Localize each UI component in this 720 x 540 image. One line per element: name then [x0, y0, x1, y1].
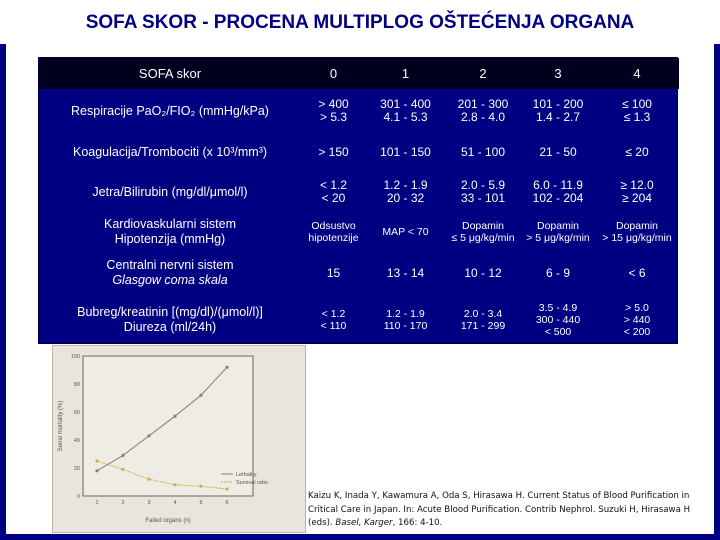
x-tick-label: 5 [199, 500, 202, 506]
table-cell: 15 [326, 265, 341, 280]
data-point [199, 484, 203, 488]
table-cell: ≤ 20 [625, 144, 649, 159]
y-axis-label: Serial mortality (%) [58, 401, 64, 452]
citation: Kaizu K, Inada Y, Kawamura A, Oda S, Hir… [308, 490, 708, 531]
y-ticks: 0 20 40 60 80 100 [71, 354, 80, 500]
table-cell: 10 - 12 [464, 265, 502, 280]
table-cell: 3.5 - 4.9 300 - 440 < 500 [535, 302, 581, 338]
table-row-jetra: Jetra/Bilirubin (mg/dl/μmol/l) < 1.2 < 20… [39, 171, 679, 213]
table-cell: Dopamin > 5 μg/kg/min [526, 220, 590, 244]
header-score-4: 4 [633, 66, 641, 81]
y-tick-label: 20 [74, 466, 80, 472]
row-label: Kardiovaskularni sistem Hipotenzija (mmHg… [104, 217, 236, 246]
table-cell: 201 - 300 2.8 - 4.0 [457, 97, 509, 124]
slide-title: SOFA SKOR - PROCENA MULTIPLOG OŠTEĆENJA … [0, 0, 720, 44]
legend-lethality: Lethality [236, 472, 257, 478]
x-tick-label: 6 [225, 500, 228, 506]
data-point [121, 467, 125, 471]
table-cell: 6.0 - 11.9 102 - 204 [532, 178, 584, 205]
table-cell: ≥ 12.0 ≥ 204 [620, 178, 654, 205]
y-tick-label: 80 [74, 382, 80, 388]
header-score-2: 2 [479, 66, 487, 81]
citation-line-1: Kaizu K, Inada Y, Kawamura A, Oda S, Hir… [308, 491, 690, 501]
y-tick-label: 40 [74, 438, 80, 444]
table-cell: 301 - 400 4.1 - 5.3 [380, 97, 431, 124]
data-point [147, 434, 151, 438]
row-label: Respiracije PaO₂/FIO₂ (mmHg/kPa) [71, 103, 269, 118]
table-cell: MAP < 70 [382, 226, 429, 238]
sofa-table: SOFA skor 0 1 2 3 4 Respiracije PaO₂/FIO… [39, 58, 679, 345]
table-cell: 1.2 - 1.9 110 - 170 [383, 308, 428, 332]
header-row: SOFA skor 0 1 2 3 4 [39, 58, 679, 89]
sofa-table-container: SOFA skor 0 1 2 3 4 Respiracije PaO₂/FIO… [38, 57, 679, 345]
table-cell: 1.2 - 1.9 20 - 32 [383, 178, 428, 205]
x-tick-label: 3 [147, 500, 150, 506]
table-cell: > 150 [318, 144, 349, 159]
table-cell: 101 - 200 1.4 - 2.7 [532, 97, 584, 124]
data-point [173, 483, 177, 487]
data-point [173, 414, 177, 418]
series-line-lethality [96, 366, 228, 472]
table-cell: < 1.2 < 110 [320, 308, 347, 332]
table-cell: 101 - 150 [380, 144, 431, 159]
header-sofa-skor: SOFA skor [138, 66, 202, 81]
header-score-1: 1 [401, 66, 410, 81]
data-point [147, 477, 151, 481]
table-cell: Odsustvo hipotenzije [308, 220, 359, 244]
table-cell: Dopamin > 15 μg/kg/min [602, 220, 672, 244]
header-score-0: 0 [329, 66, 338, 81]
table-cell: 51 - 100 [460, 144, 506, 159]
table-cell: 21 - 50 [539, 144, 577, 159]
y-tick-label: 60 [74, 410, 80, 416]
table-cell: Dopamin ≤ 5 μg/kg/min [451, 220, 515, 244]
table-cell: ≤ 100 ≤ 1.3 [622, 97, 652, 124]
x-tick-label: 2 [121, 500, 124, 506]
row-label: Bubreg/kreatinin [(mg/dl)/(μmol/l)] Diure… [77, 305, 263, 334]
legend-survival: Survival ratio [236, 480, 268, 486]
table-row-bubreg: Bubreg/kreatinin [(mg/dl)/(μmol/l)] Diure… [39, 295, 679, 345]
series-line-survival [96, 460, 228, 490]
data-point [225, 487, 229, 491]
table-cell: 2.0 - 5.9 33 - 101 [460, 178, 506, 205]
table-row-kardiovaskularni: Kardiovaskularni sistem Hipotenzija (mmHg… [39, 213, 679, 251]
y-tick-label: 0 [77, 494, 80, 500]
x-tick-label: 1 [95, 500, 98, 506]
data-point [199, 393, 203, 397]
table-cell: 2.0 - 3.4 171 - 299 [460, 308, 506, 332]
data-point [95, 469, 99, 473]
table-cell: 6 - 9 [545, 265, 570, 280]
row-label: Koagulacija/Trombociti (x 10³/mm³) [72, 144, 268, 159]
table-cell: 13 - 14 [386, 265, 425, 280]
mortality-chart: Serial mortality (%) Failed organs (n) 0… [58, 354, 268, 524]
y-tick-label: 100 [71, 354, 80, 360]
row-label: Jetra/Bilirubin (mg/dl/μmol/l) [92, 184, 248, 199]
row-label: Centralni nervni sistem Glasgow coma skal… [106, 258, 234, 287]
table-cell: > 400 > 5.3 [318, 97, 349, 124]
x-tick-label: 4 [173, 500, 176, 506]
mortality-figure: Serial mortality (%) Failed organs (n) 0… [52, 345, 306, 533]
x-axis-label: Failed organs (n) [145, 518, 190, 524]
table-row-cns: Centralni nervni sistem Glasgow coma skal… [39, 251, 679, 295]
header-score-3: 3 [554, 66, 562, 81]
table-row-koagulacija: Koagulacija/Trombociti (x 10³/mm³) > 150… [39, 133, 679, 171]
table-cell: > 5.0 > 440 < 200 [623, 302, 651, 338]
data-point [225, 365, 229, 369]
x-ticks: 1 2 3 4 5 6 [95, 500, 228, 506]
data-point [95, 459, 99, 463]
citation-line-3: (eds). Basel, Karger, 166: 4-10. [308, 518, 443, 528]
data-point [121, 453, 125, 457]
citation-line-2: Critical Care in Japan. In: Acute Blood … [308, 504, 691, 515]
plot-area [82, 355, 254, 497]
table-cell: < 1.2 < 20 [319, 178, 348, 205]
table-row-respiracije: Respiracije PaO₂/FIO₂ (mmHg/kPa) > 400 > … [39, 89, 679, 133]
table-cell: < 6 [628, 265, 646, 280]
series-group [95, 365, 229, 491]
